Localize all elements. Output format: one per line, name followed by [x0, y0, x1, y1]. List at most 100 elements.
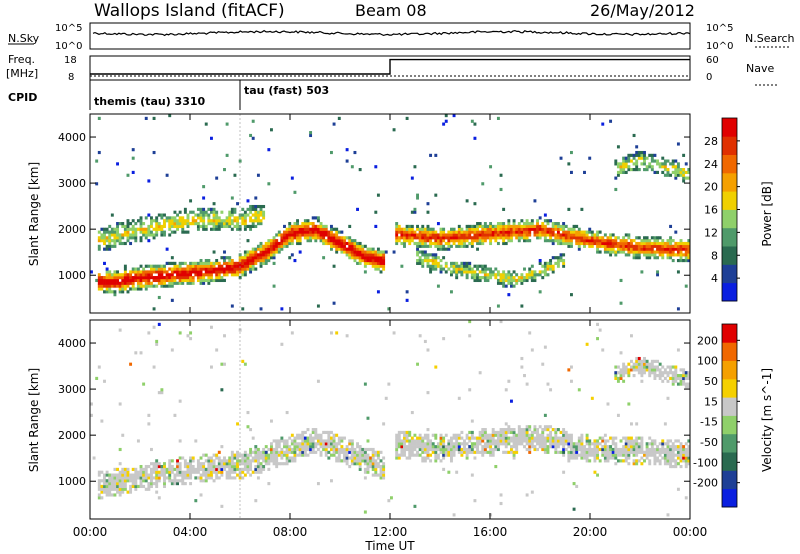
- power-cell: [183, 210, 187, 214]
- velocity-cell: [103, 479, 106, 483]
- velocity-colorbar-label: Velocity [m s^-1]: [760, 368, 774, 472]
- velocity-cell: [374, 473, 378, 477]
- power-cell: [457, 239, 461, 243]
- power-cell: [661, 162, 665, 166]
- velocity-cell: [189, 482, 193, 486]
- power-cell: [254, 247, 258, 251]
- velocity-cell: [170, 479, 174, 483]
- power-cell: [202, 222, 206, 226]
- power-cell: [489, 224, 493, 229]
- velocity-cell: [543, 445, 547, 449]
- velocity-cell: [596, 447, 599, 452]
- velocity-cell: [653, 453, 657, 457]
- power-cell: [622, 170, 626, 174]
- velocity-cell: [525, 493, 529, 497]
- power-cell: [614, 159, 618, 163]
- velocity-cell: [358, 464, 362, 469]
- velocity-cell: [640, 362, 644, 366]
- velocity-cell: [277, 445, 281, 449]
- power-cell: [150, 267, 153, 271]
- power-cell: [525, 230, 529, 234]
- velocity-cell: [168, 473, 172, 477]
- power-cell: [212, 213, 216, 217]
- power-cell: [319, 222, 323, 226]
- power-cell: [116, 273, 119, 277]
- sky-panel-frame: [89, 22, 691, 50]
- velocity-cell: [225, 464, 229, 469]
- power-cell: [470, 236, 474, 240]
- velocity-cell: [429, 453, 433, 457]
- velocity-cell: [194, 499, 198, 503]
- power-cell: [423, 258, 427, 263]
- power-cell: [630, 241, 633, 246]
- power-cell: [126, 230, 130, 234]
- power-cell: [627, 159, 631, 163]
- power-cell: [434, 241, 438, 246]
- power-cell: [603, 241, 607, 246]
- power-cell: [588, 227, 592, 231]
- power-cell: [228, 213, 232, 217]
- power-cell: [528, 276, 532, 280]
- power-cell: [627, 253, 631, 257]
- power-cell: [152, 227, 156, 231]
- velocity-cell: [661, 374, 665, 378]
- power-cell: [123, 267, 127, 271]
- velocity-cell: [598, 442, 602, 446]
- velocity-cell: [684, 450, 688, 454]
- power-cell: [653, 256, 657, 260]
- velocity-cell: [408, 445, 412, 449]
- velocity-cell: [311, 445, 315, 449]
- velocity-cell: [105, 493, 109, 497]
- power-cell: [236, 216, 239, 220]
- power-cell: [196, 227, 200, 231]
- power-cell: [168, 216, 172, 220]
- power-cell: [499, 224, 503, 229]
- velocity-cell: [606, 445, 610, 449]
- power-cell: [330, 233, 333, 237]
- velocity-cell: [129, 476, 133, 480]
- power-cell: [267, 241, 271, 246]
- velocity-cell: [546, 428, 550, 432]
- power-cell: [296, 233, 299, 237]
- power-cell: [210, 264, 213, 268]
- power-cell: [259, 222, 263, 226]
- velocity-cell: [426, 433, 430, 437]
- velocity-cell: [303, 447, 307, 452]
- power-cell: [155, 219, 159, 223]
- velocity-cell: [481, 433, 485, 437]
- power-cell: [684, 258, 688, 263]
- velocity-cell: [455, 447, 459, 452]
- power-cell: [395, 233, 399, 237]
- power-cell: [243, 213, 247, 217]
- power-cell: [562, 222, 566, 226]
- velocity-cell: [210, 467, 213, 471]
- velocity-cell: [674, 376, 678, 380]
- power-cell: [450, 290, 453, 294]
- velocity-cell: [439, 450, 443, 454]
- power-cell: [671, 170, 675, 174]
- velocity-cell: [491, 436, 495, 440]
- power-cell: [191, 216, 195, 220]
- power-cell: [510, 239, 513, 243]
- velocity-cell: [533, 428, 537, 432]
- velocity-cell: [173, 479, 177, 483]
- velocity-cell: [264, 459, 268, 463]
- velocity-cell: [460, 442, 464, 446]
- velocity-cell: [356, 462, 359, 466]
- velocity-cell: [616, 371, 620, 375]
- velocity-cell: [645, 447, 649, 452]
- power-cell: [653, 153, 657, 157]
- velocity-cell: [293, 456, 297, 460]
- power-cell: [230, 196, 234, 200]
- velocity-cell: [290, 331, 294, 335]
- velocity-cell: [627, 402, 631, 406]
- power-cell: [661, 244, 665, 248]
- velocity-cell: [650, 365, 654, 369]
- power-cell: [131, 230, 135, 234]
- velocity-cell: [350, 453, 354, 457]
- power-cell: [259, 253, 263, 257]
- x-tick-label: 12:00: [373, 525, 408, 539]
- velocity-cell: [637, 447, 641, 452]
- power-cell: [296, 222, 299, 226]
- velocity-cell: [570, 436, 573, 440]
